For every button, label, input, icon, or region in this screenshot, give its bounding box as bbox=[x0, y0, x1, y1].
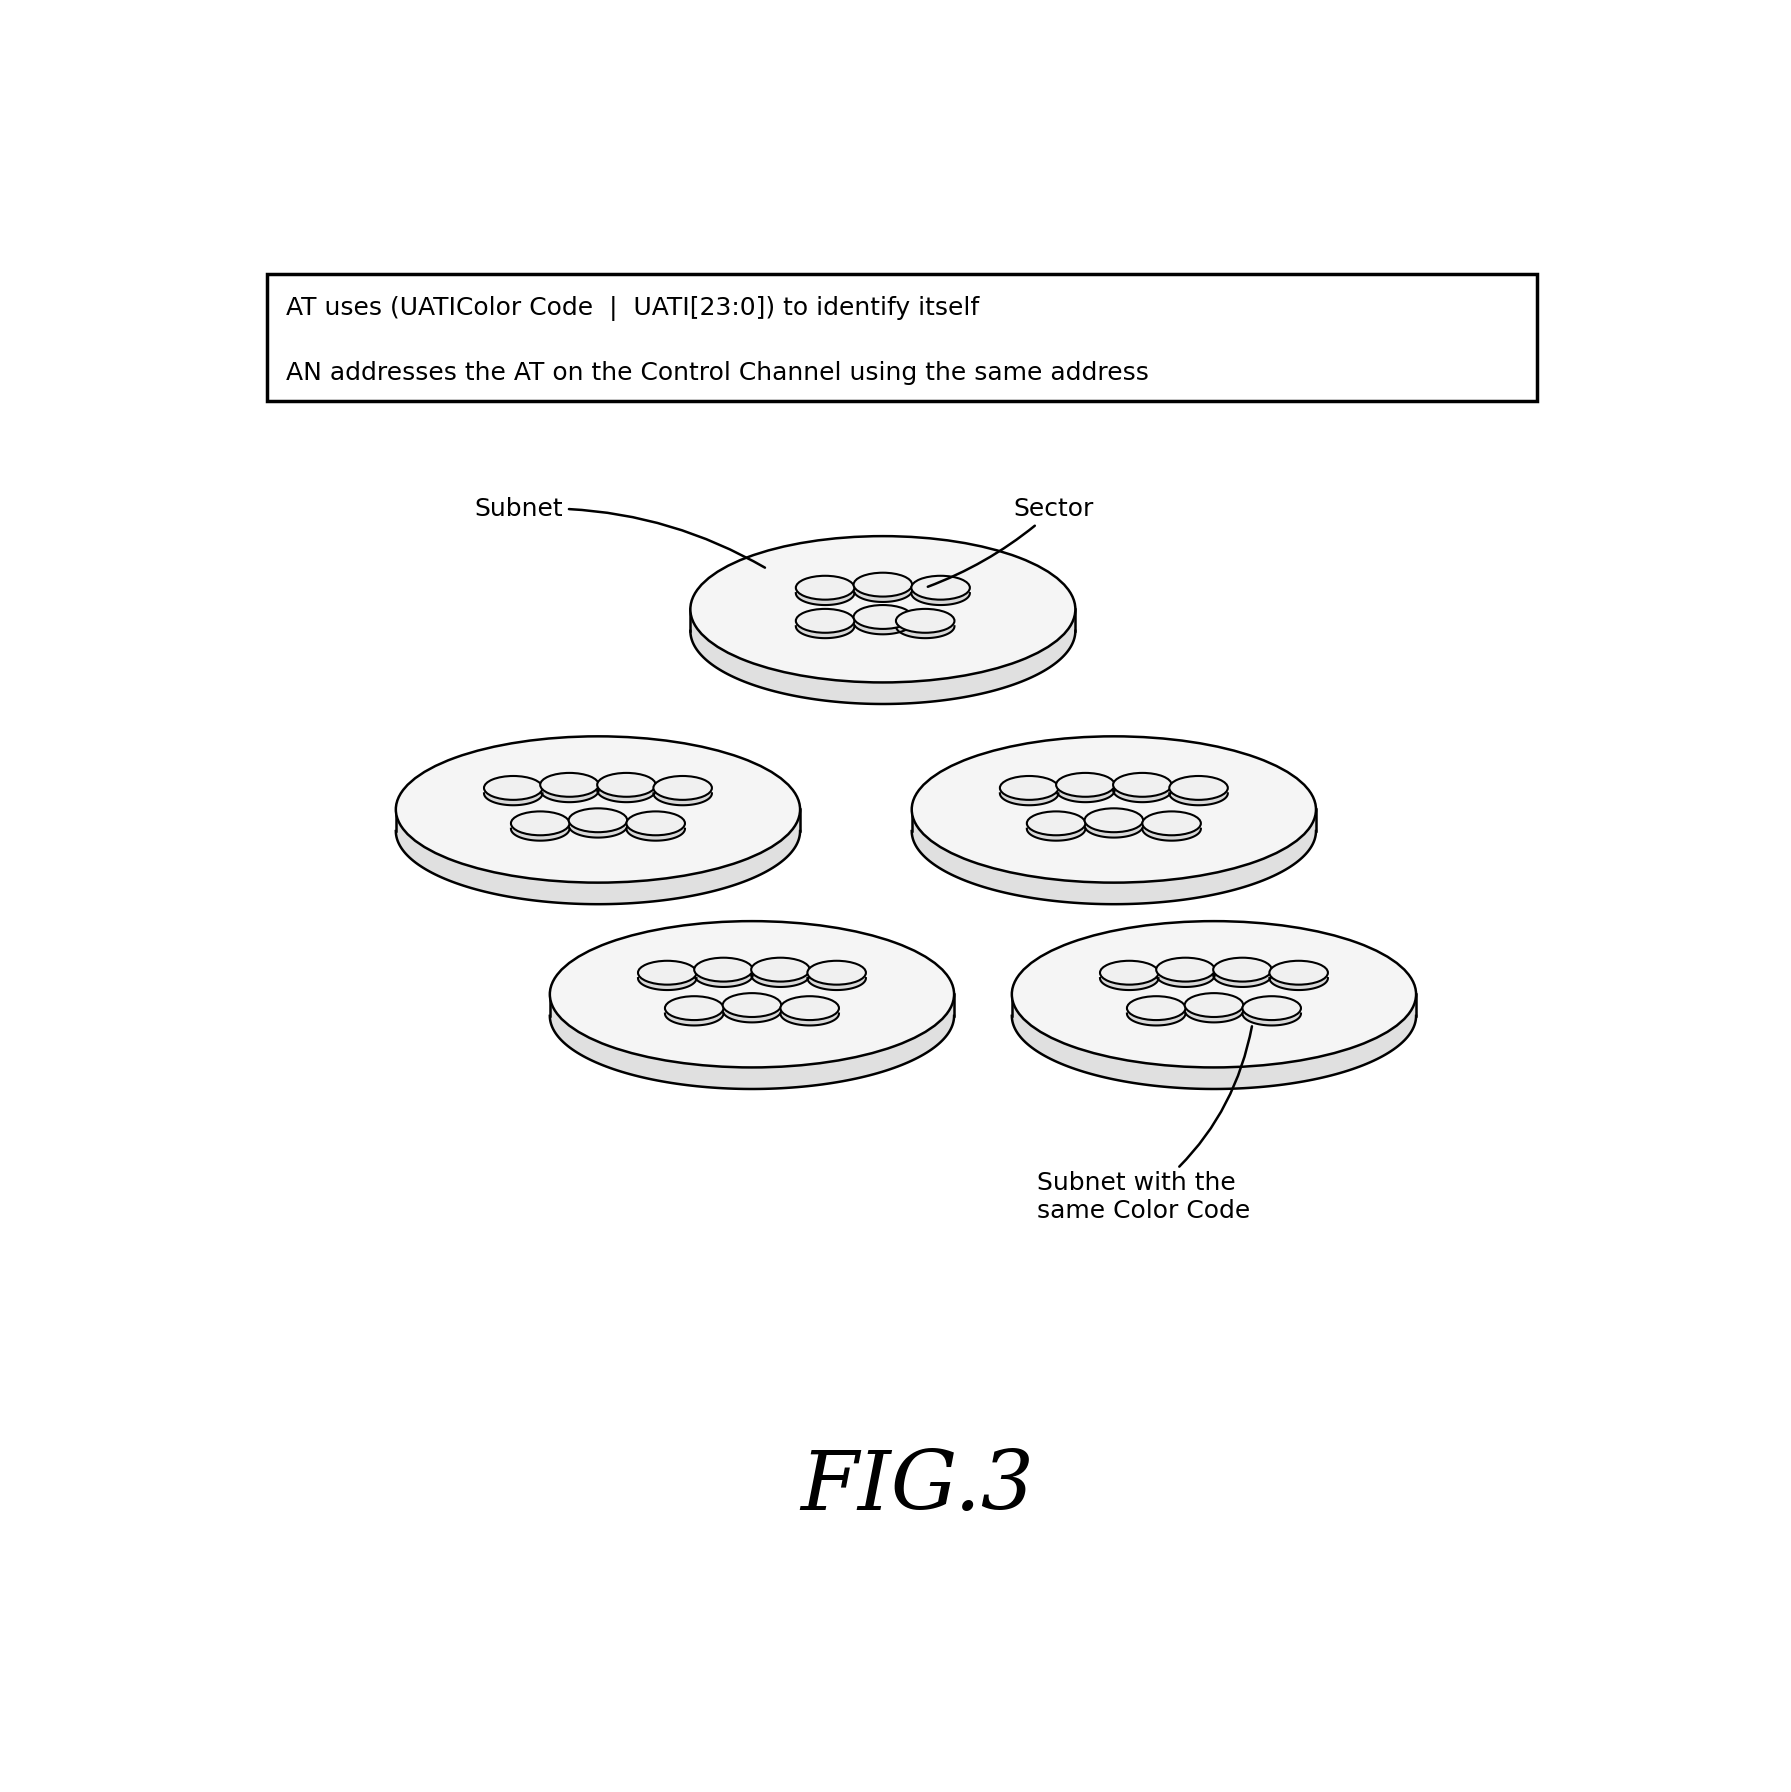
Polygon shape bbox=[570, 821, 627, 837]
Polygon shape bbox=[1157, 969, 1214, 987]
Ellipse shape bbox=[795, 609, 854, 633]
Ellipse shape bbox=[854, 573, 912, 597]
Polygon shape bbox=[1270, 973, 1327, 989]
Ellipse shape bbox=[724, 993, 781, 1018]
Polygon shape bbox=[999, 788, 1058, 805]
Ellipse shape bbox=[1143, 812, 1200, 835]
Ellipse shape bbox=[570, 808, 627, 831]
Ellipse shape bbox=[896, 609, 955, 633]
Polygon shape bbox=[912, 810, 1316, 905]
Polygon shape bbox=[1100, 973, 1159, 989]
Polygon shape bbox=[1112, 785, 1171, 803]
Ellipse shape bbox=[396, 737, 801, 883]
Ellipse shape bbox=[550, 921, 955, 1068]
Polygon shape bbox=[724, 1005, 781, 1023]
Text: Subnet: Subnet bbox=[475, 496, 765, 568]
Polygon shape bbox=[750, 969, 810, 987]
Polygon shape bbox=[1184, 1005, 1243, 1023]
Ellipse shape bbox=[484, 776, 543, 799]
Text: FIG.3: FIG.3 bbox=[801, 1448, 1035, 1527]
Ellipse shape bbox=[999, 776, 1058, 799]
Ellipse shape bbox=[1100, 961, 1159, 984]
Polygon shape bbox=[664, 1009, 724, 1025]
Polygon shape bbox=[596, 785, 656, 803]
Polygon shape bbox=[695, 969, 752, 987]
Polygon shape bbox=[795, 588, 854, 606]
Ellipse shape bbox=[1057, 772, 1114, 797]
Polygon shape bbox=[808, 973, 865, 989]
Ellipse shape bbox=[1213, 957, 1272, 982]
Ellipse shape bbox=[1112, 772, 1171, 797]
Text: AT uses (UATIColor Code  |  UATI[23:0]) to identify itself: AT uses (UATIColor Code | UATI[23:0]) to… bbox=[287, 296, 980, 321]
Ellipse shape bbox=[510, 812, 570, 835]
Polygon shape bbox=[1127, 1009, 1186, 1025]
Polygon shape bbox=[1213, 969, 1272, 987]
Polygon shape bbox=[654, 788, 711, 805]
Polygon shape bbox=[1026, 823, 1085, 840]
Polygon shape bbox=[1085, 821, 1143, 837]
Ellipse shape bbox=[695, 957, 752, 982]
Text: AN addresses the AT on the Control Channel using the same address: AN addresses the AT on the Control Chann… bbox=[287, 362, 1150, 385]
Ellipse shape bbox=[1170, 776, 1229, 799]
Ellipse shape bbox=[808, 961, 865, 984]
Ellipse shape bbox=[1157, 957, 1214, 982]
Ellipse shape bbox=[854, 606, 912, 629]
Ellipse shape bbox=[1270, 961, 1327, 984]
Polygon shape bbox=[896, 620, 955, 638]
Polygon shape bbox=[484, 788, 543, 805]
Polygon shape bbox=[396, 810, 801, 905]
Ellipse shape bbox=[781, 996, 838, 1020]
Polygon shape bbox=[854, 616, 912, 634]
Ellipse shape bbox=[1085, 808, 1143, 831]
Ellipse shape bbox=[541, 772, 598, 797]
Polygon shape bbox=[1243, 1009, 1300, 1025]
Polygon shape bbox=[1170, 788, 1229, 805]
Ellipse shape bbox=[1243, 996, 1300, 1020]
Ellipse shape bbox=[654, 776, 711, 799]
Ellipse shape bbox=[690, 536, 1075, 683]
FancyBboxPatch shape bbox=[267, 274, 1537, 401]
Polygon shape bbox=[510, 823, 570, 840]
Ellipse shape bbox=[1127, 996, 1186, 1020]
Polygon shape bbox=[638, 973, 697, 989]
Polygon shape bbox=[1012, 995, 1417, 1090]
Polygon shape bbox=[795, 620, 854, 638]
Ellipse shape bbox=[664, 996, 724, 1020]
Polygon shape bbox=[690, 609, 1075, 704]
Polygon shape bbox=[912, 588, 971, 606]
Polygon shape bbox=[550, 995, 955, 1090]
Ellipse shape bbox=[1012, 921, 1417, 1068]
Ellipse shape bbox=[627, 812, 684, 835]
Polygon shape bbox=[854, 584, 912, 602]
Polygon shape bbox=[1143, 823, 1200, 840]
Ellipse shape bbox=[750, 957, 810, 982]
Text: Subnet with the
same Color Code: Subnet with the same Color Code bbox=[1037, 1027, 1252, 1224]
Polygon shape bbox=[781, 1009, 838, 1025]
Ellipse shape bbox=[912, 575, 971, 600]
Ellipse shape bbox=[596, 772, 656, 797]
Polygon shape bbox=[541, 785, 598, 803]
Ellipse shape bbox=[1026, 812, 1085, 835]
Ellipse shape bbox=[1184, 993, 1243, 1018]
Text: Sector: Sector bbox=[928, 496, 1094, 586]
Ellipse shape bbox=[638, 961, 697, 984]
Ellipse shape bbox=[795, 575, 854, 600]
Polygon shape bbox=[627, 823, 684, 840]
Polygon shape bbox=[1057, 785, 1114, 803]
Ellipse shape bbox=[912, 737, 1316, 883]
